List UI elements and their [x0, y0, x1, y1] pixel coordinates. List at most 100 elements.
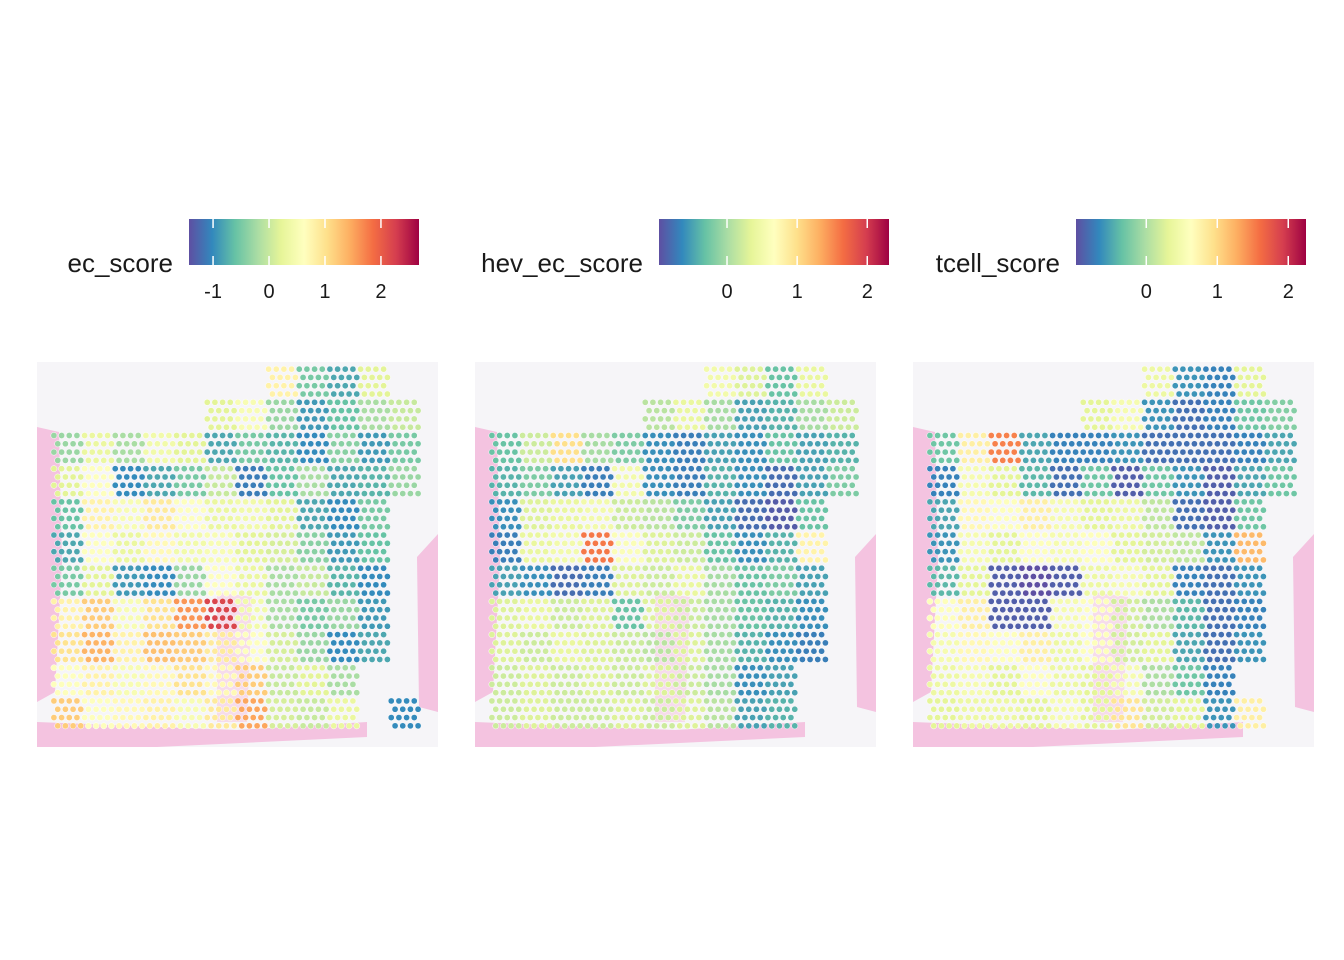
spot	[1102, 598, 1110, 605]
spot	[511, 598, 519, 605]
spot	[603, 664, 611, 672]
spot	[653, 672, 661, 680]
spot	[576, 457, 584, 464]
spot	[1003, 515, 1010, 522]
spot	[1240, 598, 1248, 605]
spot	[764, 398, 772, 406]
spot	[292, 573, 299, 580]
spot	[108, 689, 115, 697]
spot	[115, 473, 123, 481]
spot	[980, 432, 987, 439]
spot	[1179, 465, 1187, 473]
spot	[1179, 448, 1187, 456]
spot	[546, 490, 553, 497]
spot	[85, 722, 92, 730]
spot	[957, 548, 964, 555]
spot	[500, 589, 507, 597]
spot	[980, 548, 987, 555]
spot	[941, 432, 949, 439]
spot	[703, 564, 710, 572]
spot	[1110, 398, 1118, 406]
spot	[1007, 490, 1014, 497]
spot	[161, 457, 169, 464]
spot	[230, 639, 238, 647]
spot	[1079, 515, 1087, 522]
spot	[492, 589, 500, 597]
spot	[949, 548, 957, 555]
spot	[211, 548, 219, 555]
spot	[526, 465, 534, 473]
spot	[257, 531, 265, 539]
spot	[511, 714, 519, 721]
spot	[1145, 573, 1152, 580]
spot	[403, 432, 410, 439]
spot	[630, 506, 638, 514]
spot	[995, 448, 1003, 456]
spot	[760, 473, 768, 481]
spot	[276, 490, 284, 497]
spot	[1129, 540, 1137, 547]
spot	[691, 407, 699, 414]
spot	[211, 714, 219, 721]
spot	[680, 481, 687, 489]
spot	[726, 714, 733, 721]
spot	[668, 440, 676, 448]
spot	[134, 465, 142, 473]
spot	[500, 705, 507, 713]
spot	[1056, 465, 1064, 473]
spot	[1152, 490, 1160, 497]
spot	[580, 498, 588, 506]
spot	[242, 714, 249, 721]
spot	[1267, 440, 1275, 448]
spot	[1007, 656, 1014, 663]
spot	[111, 448, 119, 456]
spot	[1087, 432, 1095, 439]
spot	[542, 647, 549, 655]
spot	[833, 448, 841, 456]
spot	[322, 390, 330, 398]
spot	[357, 581, 364, 589]
spot	[1018, 598, 1026, 605]
spot	[338, 440, 345, 448]
spot	[196, 631, 203, 638]
spot	[515, 672, 523, 680]
spot	[611, 465, 618, 473]
spot	[657, 548, 664, 555]
spot	[787, 415, 795, 423]
spot	[1225, 548, 1233, 555]
spot	[249, 465, 257, 473]
spot	[768, 672, 776, 680]
spot	[100, 622, 108, 630]
spot	[111, 697, 119, 705]
spot	[1198, 407, 1206, 414]
spot	[353, 423, 361, 431]
spot	[407, 490, 414, 497]
spot	[1106, 407, 1114, 414]
spot	[349, 598, 357, 605]
spot	[1221, 407, 1229, 414]
spot	[315, 672, 322, 680]
spot	[776, 639, 783, 647]
spot	[361, 407, 368, 414]
spot	[714, 573, 722, 580]
spot	[641, 531, 649, 539]
spot	[1106, 556, 1114, 564]
spot	[588, 681, 595, 688]
spot	[492, 556, 500, 564]
spot	[399, 457, 407, 464]
spot	[1099, 540, 1106, 547]
spot	[557, 498, 565, 506]
spot	[349, 382, 357, 390]
spot	[230, 705, 238, 713]
spot	[638, 573, 645, 580]
spot	[1271, 415, 1279, 423]
spot	[1187, 598, 1194, 605]
spot	[1210, 415, 1217, 423]
spot	[238, 722, 246, 730]
spot	[1133, 564, 1141, 572]
spot	[768, 423, 776, 431]
spot	[603, 515, 611, 522]
spot	[361, 490, 368, 497]
spot	[511, 681, 519, 688]
spot	[1148, 498, 1156, 506]
